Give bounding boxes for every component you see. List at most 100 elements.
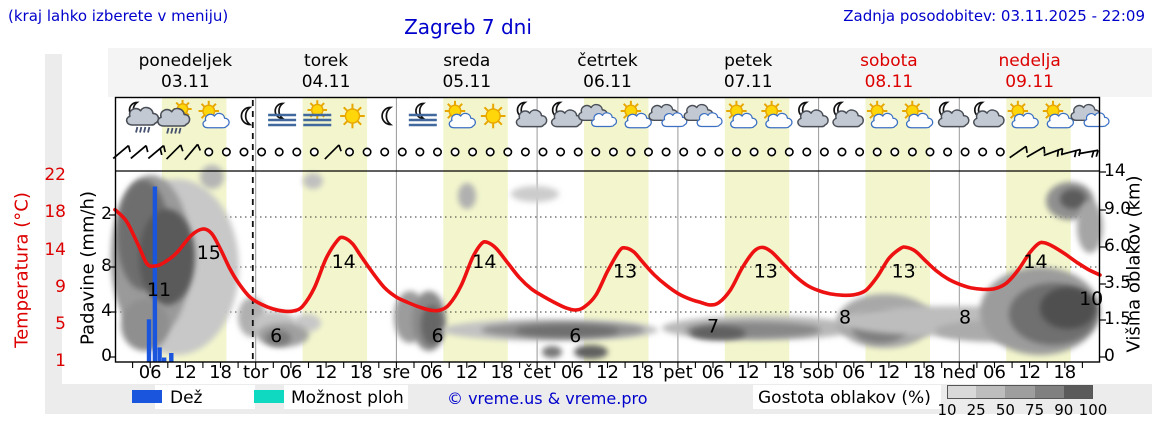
weather-icon-sun-cloud (902, 100, 934, 129)
wind-calm-icon (468, 147, 478, 157)
showers-legend-box (284, 385, 408, 409)
wind-barb-icon (165, 144, 184, 160)
wind-calm-icon (257, 147, 267, 157)
last-update-text: Zadnja posodobitev: 03.11.2025 - 22:09 (843, 7, 1145, 25)
day-date: 09.11 (1005, 72, 1054, 92)
xtick-4-06: 06 (701, 362, 725, 383)
density-gradient-border (947, 385, 1093, 399)
xtick-5-06: 06 (842, 362, 866, 383)
wind-calm-icon (643, 147, 653, 157)
xtick-day-ned: ned (942, 362, 977, 383)
cloud-density-blob (542, 346, 562, 358)
wind-symbols-row (112, 143, 1099, 161)
temp-tick-18: 18 (44, 202, 66, 222)
temp-value-label: 13 (613, 260, 637, 282)
wind-calm-icon (925, 147, 935, 157)
wind-calm-icon (819, 147, 829, 157)
wind-calm-icon (767, 147, 777, 157)
xtick-1-18: 18 (349, 362, 373, 383)
weather-icon-sun (480, 103, 506, 129)
daylight-band (443, 97, 508, 362)
xtick-3-06: 06 (560, 362, 584, 383)
rain-bar (152, 186, 158, 362)
weather-icon-clouds (648, 103, 688, 128)
showers-legend-label: Možnost ploh (291, 388, 404, 408)
page-title: Zagreb 7 dni (404, 15, 532, 39)
xtick-2-06: 06 (420, 362, 444, 383)
temp-value-label: 8 (959, 306, 971, 328)
rain-legend-label: Dež (170, 388, 203, 408)
xtick-6-06: 06 (983, 362, 1006, 383)
day-name: četrtek (577, 51, 638, 71)
daylight-band (584, 97, 649, 362)
weather-icon-clouds (1070, 103, 1110, 128)
rain-bar (146, 319, 152, 363)
cloud-density-blob (515, 325, 619, 337)
day-header-četrtek: četrtek 06.11 (537, 51, 678, 93)
wind-calm-icon (380, 147, 390, 157)
density-tick-100: 100 (1078, 401, 1108, 419)
wind-calm-icon (292, 147, 302, 157)
xtick-3-18: 18 (631, 362, 655, 383)
cloud-density-blob (265, 330, 291, 346)
wind-calm-icon (591, 147, 601, 157)
temp-value-label: 13 (754, 260, 778, 282)
xtick-2-12: 12 (455, 362, 479, 383)
wind-calm-icon (960, 147, 970, 157)
wind-calm-icon (907, 147, 917, 157)
xtick-5-18: 18 (912, 362, 936, 383)
xtick-day-čet: čet (523, 362, 552, 383)
weather-icon-sun-cloud (866, 100, 899, 129)
weather-icon-moon-cloud (515, 101, 548, 128)
wind-calm-icon (432, 147, 442, 157)
wind-barb-icon (184, 143, 202, 161)
showers-legend-swatch (254, 390, 284, 403)
wind-barb-icon (1009, 145, 1028, 159)
temp-value-label: 6 (431, 325, 443, 347)
temp-value-label: 11 (147, 279, 171, 301)
wind-calm-icon (626, 147, 636, 157)
xtick-1-06: 06 (279, 362, 303, 383)
day-name: sreda (443, 51, 491, 71)
day-name: petek (724, 51, 773, 71)
density-legend-box (753, 385, 941, 409)
wind-calm-icon (345, 147, 355, 157)
density-tick-50: 50 (995, 401, 1015, 419)
cloud-density-legend-label: Gostota oblakov (%) (758, 388, 931, 408)
wind-calm-icon (485, 147, 495, 157)
wind-barb-icon (1078, 149, 1099, 158)
xtick-day-tor: tor (242, 362, 269, 383)
rain-bar (157, 347, 162, 362)
weather-icon-clouds (683, 103, 723, 128)
day-date: 07.11 (723, 72, 773, 92)
day-name: torek (304, 51, 349, 71)
temp-value-label: 15 (197, 242, 221, 264)
weather-icon-moon-cloud (797, 101, 829, 128)
weather-icon-clouds (577, 103, 618, 128)
wind-calm-icon (802, 147, 812, 157)
cloud-density-blob (303, 173, 323, 189)
temp-value-label: 14 (1023, 251, 1047, 273)
cloud-density-blob (511, 186, 559, 202)
day-name: ponedeljek (138, 51, 233, 71)
cloud-density-blob (574, 345, 608, 359)
density-tick-25: 25 (966, 401, 986, 419)
xtick-6-12: 12 (1018, 362, 1042, 383)
xtick-5-12: 12 (877, 362, 901, 383)
wind-calm-icon (714, 147, 724, 157)
xtick-0-12: 12 (173, 362, 197, 383)
xtick-day-sre: sre (382, 362, 411, 383)
temp-value-label: 13 (892, 260, 916, 282)
cloud-density-blob (1077, 201, 1103, 253)
wind-calm-icon (415, 147, 425, 157)
density-tick-75: 75 (1025, 401, 1045, 419)
wind-barb-icon (130, 144, 149, 160)
weather-icon-moon-cloud (937, 101, 970, 128)
wind-calm-icon (608, 147, 618, 157)
wind-calm-icon (397, 147, 407, 157)
copyright-link[interactable]: © vreme.us & vreme.pro (447, 389, 648, 408)
weather-icon-sun-cloud (620, 100, 652, 129)
wind-calm-icon (538, 147, 548, 157)
temp-value-label: 14 (472, 251, 496, 273)
